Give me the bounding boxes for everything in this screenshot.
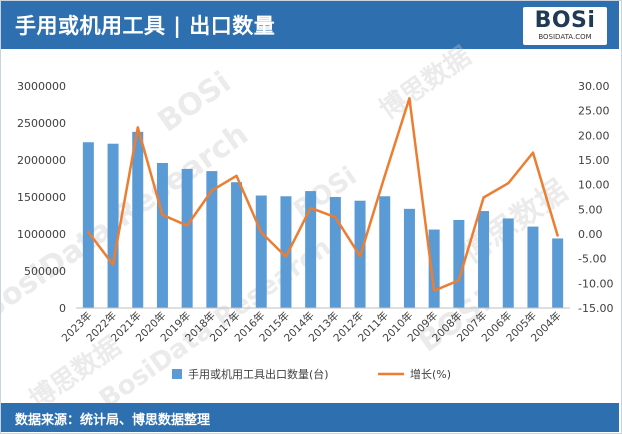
legend-bar-label: 手用或机用工具出口数量(台) <box>188 367 329 381</box>
y-right-tick-label: 10.00 <box>578 179 610 192</box>
y-right-tick-label: 20.00 <box>578 129 610 142</box>
bar <box>82 142 94 308</box>
page-title: 手用或机用工具 | 出口数量 <box>15 14 276 38</box>
bar <box>206 171 218 308</box>
watermark-text: BOSi <box>288 161 362 225</box>
bar <box>502 218 514 308</box>
bar <box>329 197 341 308</box>
bar <box>305 191 317 308</box>
growth-point <box>482 196 485 199</box>
bar <box>453 219 465 308</box>
bar <box>255 195 267 308</box>
growth-point <box>235 174 238 177</box>
growth-point <box>532 151 534 154</box>
bar <box>403 208 415 308</box>
bar <box>132 131 144 308</box>
growth-point <box>285 255 287 258</box>
growth-point <box>186 224 188 227</box>
growth-point <box>309 207 312 209</box>
growth-point <box>211 189 213 192</box>
y-right-tick-label: -15.00 <box>578 302 613 315</box>
bar <box>527 226 539 308</box>
growth-point <box>359 255 361 257</box>
growth-line <box>87 97 559 292</box>
bar <box>156 162 168 308</box>
growth-point <box>161 213 164 216</box>
growth-point <box>408 97 411 100</box>
y-left-tick-label: 500000 <box>24 265 66 278</box>
y-right-tick-label: 25.00 <box>578 105 610 118</box>
footer-bar: 数据来源：统计局、博思数据整理 <box>1 403 619 432</box>
bar <box>379 196 391 308</box>
bar <box>428 229 440 308</box>
y-right-tick-label: 15.00 <box>578 154 610 167</box>
y-left-tick-label: 1000000 <box>17 228 66 241</box>
header-bar: 手用或机用工具 | 出口数量 BOSi BOSIDATA.COM <box>1 1 619 49</box>
y-left-tick-label: 1500000 <box>17 191 66 204</box>
y-left-tick-label: 2500000 <box>17 117 66 130</box>
legend-bar-swatch <box>172 369 182 379</box>
logo-subtext: BOSIDATA.COM <box>538 33 592 41</box>
y-left-tick-label: 2000000 <box>17 154 66 167</box>
data-source: 数据来源：统计局、博思数据整理 <box>15 413 211 428</box>
bar <box>478 211 490 308</box>
y-left-tick-label: 3000000 <box>17 80 66 93</box>
y-right-tick-label: 5.00 <box>578 203 603 216</box>
bar <box>231 182 243 308</box>
y-right-tick-label: 30.00 <box>578 80 610 93</box>
growth-point <box>87 231 90 233</box>
y-right-tick-label: -10.00 <box>578 277 613 290</box>
legend: 手用或机用工具出口数量(台) 增长(%) <box>172 367 451 381</box>
y-right-tick-label: -5.00 <box>578 253 606 266</box>
watermark-text: 博思数据 <box>374 41 476 125</box>
growth-point <box>334 216 337 219</box>
y-left-tick-label: 0 <box>59 302 66 315</box>
growth-point <box>112 263 114 266</box>
growth-point <box>433 289 435 292</box>
growth-point <box>383 174 386 177</box>
growth-point <box>507 182 510 184</box>
growth-point <box>136 126 139 129</box>
bosi-logo: BOSi BOSIDATA.COM <box>523 7 607 45</box>
growth-point <box>458 279 460 282</box>
bar <box>181 168 193 308</box>
logo-text: BOSi <box>534 8 596 33</box>
y-right-tick-label: 0.00 <box>578 228 603 241</box>
legend-line-label: 增长(%) <box>410 367 451 381</box>
bar <box>552 238 564 308</box>
growth-point <box>556 234 559 237</box>
line-series <box>87 97 559 292</box>
bar <box>107 143 119 308</box>
growth-point <box>260 231 263 234</box>
bar <box>280 196 292 308</box>
